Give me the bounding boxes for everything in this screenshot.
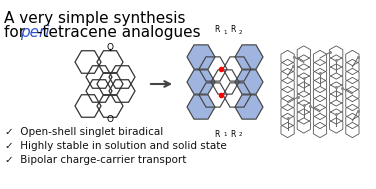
- Text: R: R: [230, 130, 236, 139]
- Text: O: O: [106, 43, 114, 53]
- Polygon shape: [235, 45, 263, 69]
- Text: for: for: [4, 25, 30, 40]
- Polygon shape: [235, 95, 263, 119]
- Text: ✓  Highly stable in solution and solid state: ✓ Highly stable in solution and solid st…: [5, 141, 227, 151]
- Polygon shape: [187, 95, 215, 119]
- Text: 1: 1: [223, 30, 226, 35]
- Text: -tetracene analogues: -tetracene analogues: [37, 25, 201, 40]
- Text: O: O: [106, 115, 114, 125]
- Text: R: R: [214, 25, 220, 34]
- Text: R: R: [214, 130, 220, 139]
- Text: 2: 2: [239, 132, 243, 137]
- Text: peri: peri: [20, 25, 50, 40]
- Text: 1: 1: [223, 132, 226, 137]
- Text: 2: 2: [239, 30, 243, 35]
- Text: A very simple synthesis: A very simple synthesis: [4, 11, 185, 26]
- Text: R: R: [230, 25, 236, 34]
- Polygon shape: [235, 70, 263, 94]
- Polygon shape: [187, 70, 215, 94]
- Text: ✓  Open-shell singlet biradical: ✓ Open-shell singlet biradical: [5, 127, 163, 137]
- Polygon shape: [187, 45, 215, 69]
- Text: ✓  Bipolar charge-carrier transport: ✓ Bipolar charge-carrier transport: [5, 155, 186, 165]
